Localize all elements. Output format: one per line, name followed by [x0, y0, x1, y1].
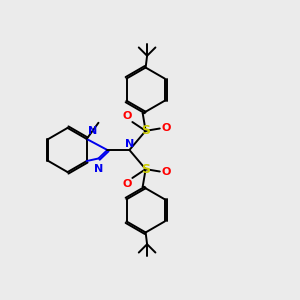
Text: O: O: [161, 167, 171, 177]
Text: S: S: [141, 163, 150, 176]
Text: S: S: [141, 124, 150, 137]
Text: N: N: [88, 126, 98, 136]
Text: N: N: [94, 164, 104, 174]
Text: O: O: [122, 111, 132, 121]
Text: N: N: [125, 139, 134, 149]
Text: O: O: [122, 179, 132, 189]
Text: O: O: [161, 123, 171, 133]
